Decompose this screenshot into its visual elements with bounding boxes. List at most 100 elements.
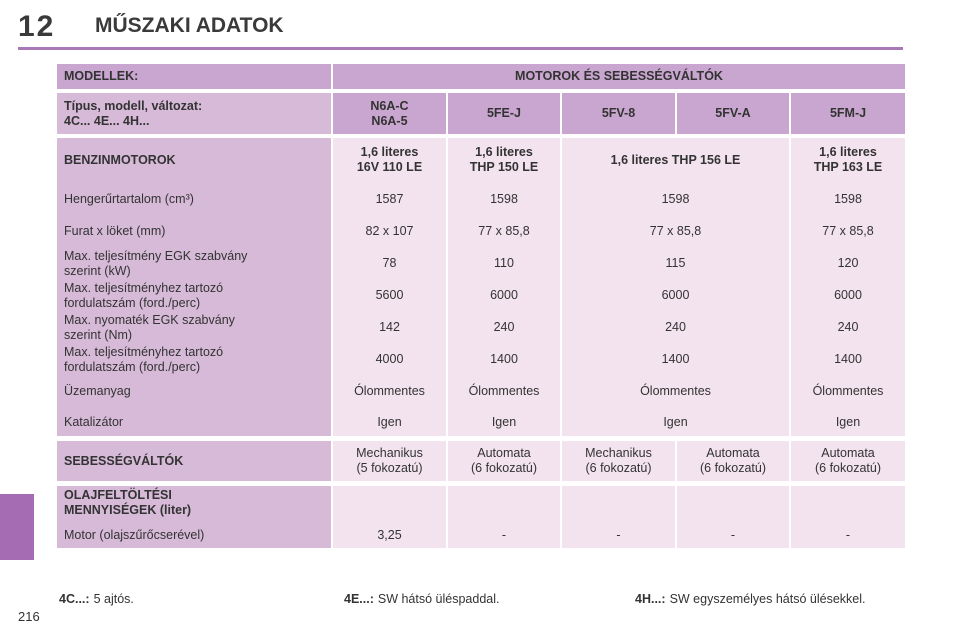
footer-note-4e: 4E...: SW hátsó üléspaddal. — [344, 592, 499, 606]
petrol-label: BENZINMOTOROK — [57, 138, 331, 182]
type-cell: 5FV-A — [677, 93, 789, 134]
oil-value: - — [448, 522, 560, 548]
spec-value: 240 — [448, 312, 560, 343]
gearbox-cell: Automata (6 fokozatú) — [677, 441, 789, 481]
spec-label: Üzemanyag — [57, 376, 331, 407]
spec-label: Max. nyomaték EGK szabvány szerint (Nm) — [57, 312, 331, 343]
spec-value: 1400 — [791, 344, 905, 375]
cell-text: (6 fokozatú) — [470, 461, 537, 475]
spec-value: Ólommentes — [791, 376, 905, 407]
footer-text: 5 ajtós. — [93, 592, 134, 606]
header-divider — [18, 47, 903, 50]
cell-text: fordulatszám (ford./perc) — [64, 295, 201, 310]
cell-text: 5FM-J — [829, 106, 867, 120]
page-number: 216 — [18, 609, 40, 624]
cell-text: 6000 — [661, 288, 690, 302]
cell-text: 5FV-8 — [601, 106, 636, 120]
oil-value: - — [562, 522, 675, 548]
cell-text: 1598 — [834, 192, 862, 206]
cell-text: BENZINMOTOROK — [64, 152, 176, 167]
type-cell: 5FE-J — [448, 93, 560, 134]
gearbox-cell: Automata (6 fokozatú) — [791, 441, 905, 481]
cell-text: 77 x 85,8 — [649, 224, 702, 238]
spec-value: 142 — [333, 312, 446, 343]
cell-text: Furat x löket (mm) — [64, 224, 166, 238]
spec-value: 1598 — [448, 184, 560, 215]
spec-value: 110 — [448, 248, 560, 279]
footer-text: SW hátsó üléspaddal. — [377, 592, 500, 606]
spec-value: Igen — [562, 408, 789, 436]
gearbox-cell: Mechanikus (5 fokozatú) — [333, 441, 446, 481]
engine-name: 1,6 literes THP 156 LE — [562, 138, 789, 182]
spec-label: Katalizátor — [57, 408, 331, 436]
cell-text: Igen — [835, 414, 861, 429]
oil-column — [791, 486, 905, 548]
spec-label: Hengerűrtartalom (cm³) — [57, 184, 331, 215]
cell-text: 5600 — [375, 288, 404, 302]
oil-label: OLAJFELTÖLTÉSI MENNYISÉGEK (liter) — [57, 486, 331, 520]
cell-text: THP 163 LE — [813, 160, 883, 174]
oil-value: 3,25 — [333, 522, 446, 548]
oil-column — [448, 486, 560, 548]
gearbox-cell: Automata (6 fokozatú) — [448, 441, 560, 481]
cell-text: Igen — [377, 414, 402, 429]
cell-text: 1400 — [661, 352, 690, 366]
engine-name: 1,6 literes 16V 110 LE — [333, 138, 446, 182]
type-cell: 5FV-8 — [562, 93, 675, 134]
oil-column — [333, 486, 446, 548]
gearbox-label: SEBESSÉGVÁLTÓK — [57, 441, 331, 481]
cell-text: MENNYISÉGEK (liter) — [64, 503, 192, 517]
spec-label: Furat x löket (mm) — [57, 216, 331, 247]
spec-label: Max. teljesítményhez tartozó fordulatszám… — [57, 280, 331, 311]
cell-text: 16V 110 LE — [356, 160, 423, 174]
cell-text: 1400 — [490, 352, 518, 366]
cell-text: Max. teljesítményhez tartozó — [64, 344, 224, 359]
cell-text: Ólommentes — [812, 384, 884, 398]
cell-text: 5FE-J — [486, 106, 522, 120]
cell-text: MODELLEK: — [64, 69, 139, 83]
cell-text: SEBESSÉGVÁLTÓK — [64, 453, 184, 468]
footer-text: SW egyszemélyes hátsó ülésekkel. — [669, 592, 866, 606]
spec-value: 115 — [562, 248, 789, 279]
spec-value: 6000 — [791, 280, 905, 311]
spec-value: Igen — [448, 408, 560, 436]
page-title: MŰSZAKI ADATOK — [95, 14, 284, 37]
spec-value: Ólommentes — [448, 376, 560, 407]
spec-value: 240 — [791, 312, 905, 343]
cell-text: (6 fokozatú) — [699, 461, 766, 475]
spec-value: 82 x 107 — [333, 216, 446, 247]
cell-text: 5FV-A — [715, 106, 751, 120]
engine-column — [791, 138, 905, 436]
cell-text: Igen — [663, 414, 688, 429]
cell-text: Mechanikus — [585, 446, 652, 460]
engine-column — [562, 138, 789, 436]
petrol-label-column — [57, 138, 331, 436]
cell-text: N6A-5 — [371, 113, 408, 128]
cell-text: - — [845, 527, 851, 542]
cell-text: Ólommentes — [354, 384, 425, 398]
engine-column — [333, 138, 446, 436]
cell-text: 240 — [493, 320, 515, 334]
cell-text: 1598 — [661, 192, 690, 206]
cell-text: 1,6 literes — [360, 145, 419, 159]
type-label: Típus, modell, változat: 4C... 4E... 4H..… — [57, 93, 331, 134]
spec-value: 77 x 85,8 — [791, 216, 905, 247]
footer-key: 4E...: — [344, 592, 374, 606]
spec-value: 1400 — [562, 344, 789, 375]
cell-text: - — [730, 527, 736, 542]
engine-name: 1,6 literes THP 163 LE — [791, 138, 905, 182]
spec-value: 77 x 85,8 — [448, 216, 560, 247]
cell-text: 240 — [665, 320, 686, 334]
cell-text: Katalizátor — [64, 414, 124, 429]
spec-value: 1400 — [448, 344, 560, 375]
cell-text: Ólommentes — [640, 384, 711, 398]
spec-label: Max. teljesítményhez tartozó fordulatszám… — [57, 344, 331, 375]
spec-label: Max. teljesítmény EGK szabvány szerint (k… — [57, 248, 331, 279]
cell-text: 142 — [379, 320, 400, 334]
cell-text: OLAJFELTÖLTÉSI — [64, 488, 172, 502]
cell-text: Max. nyomaték EGK szabvány — [64, 312, 235, 327]
cell-text: (5 fokozatú) — [356, 461, 423, 475]
engine-column — [448, 138, 560, 436]
spec-value: 4000 — [333, 344, 446, 375]
cell-text: (6 fokozatú) — [814, 461, 881, 475]
